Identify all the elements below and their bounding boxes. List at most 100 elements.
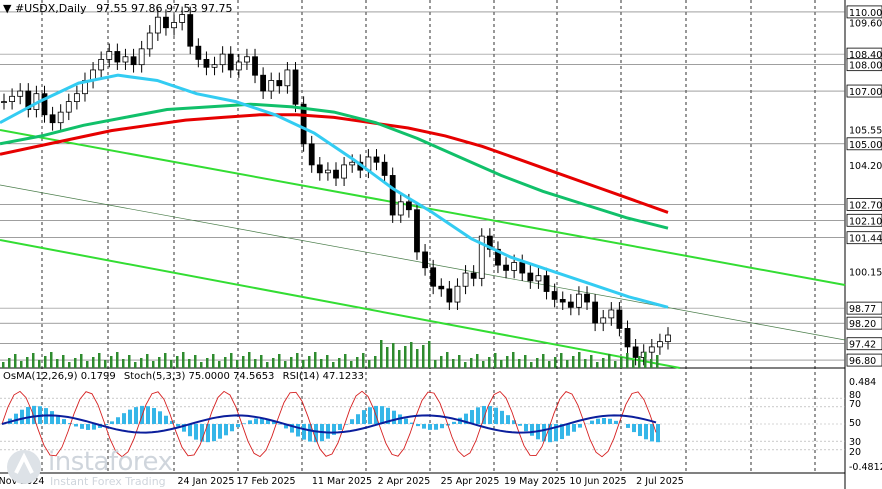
candle-body	[203, 58, 210, 68]
candle-body	[211, 64, 218, 68]
osma-histogram-bar	[164, 415, 168, 424]
candle-body	[632, 346, 639, 358]
volume-bar	[416, 349, 419, 368]
osma-histogram-bar	[158, 411, 162, 424]
candle-body	[276, 80, 283, 87]
candle-body	[130, 56, 137, 66]
volume-bar	[422, 345, 425, 368]
chart-header: ▼ #USDX,Daily 97.55 97.86 97.53 97.75	[3, 2, 233, 15]
osma-histogram-bar	[470, 410, 474, 424]
candle-body	[584, 293, 590, 303]
osma-histogram-bar	[266, 418, 270, 424]
osma-histogram-bar	[350, 419, 354, 424]
volume-bar	[620, 357, 623, 368]
volume-bar	[200, 362, 203, 368]
candle-body	[187, 14, 194, 47]
candle-body	[235, 61, 242, 71]
candle-body	[17, 90, 24, 97]
volume-bar	[224, 357, 227, 368]
candle-body	[1, 101, 7, 103]
indicator-axis-label: -0.4812	[849, 462, 882, 473]
candle-body	[430, 267, 437, 287]
osma-histogram-bar	[104, 424, 108, 426]
price-axis-label: 96.80	[849, 356, 876, 367]
volume-bar	[284, 361, 287, 368]
volume-bar	[26, 357, 29, 368]
osma-label: OsMA(12,26,9) 0.1799	[3, 371, 116, 382]
candle-body	[422, 251, 428, 269]
volume-bar	[266, 362, 269, 368]
volume-bar	[572, 356, 575, 368]
osma-histogram-bar	[110, 421, 114, 424]
osma-histogram-bar	[176, 424, 180, 427]
volume-bar	[578, 352, 581, 368]
volume-bar	[626, 353, 629, 368]
candle-body	[284, 69, 291, 87]
price-axis-label: 102.10	[849, 216, 882, 227]
volume-bar	[308, 356, 311, 368]
osma-histogram-bar	[560, 424, 564, 440]
candle-body	[592, 301, 599, 324]
candle-body	[138, 48, 145, 66]
osma-histogram-bar	[14, 413, 18, 424]
price-axis-label: 104.20	[849, 161, 882, 172]
date-axis-label: 2 Jul 2025	[636, 476, 684, 487]
volume-bar	[8, 358, 11, 368]
price-axis-label: 109.60	[849, 18, 882, 29]
osma-histogram-bar	[212, 424, 216, 442]
candle-body	[57, 111, 64, 124]
osma-histogram-bar	[326, 424, 330, 439]
price-label-box	[846, 213, 882, 227]
rsi-label: RSI(14) 47.1233	[282, 371, 364, 382]
price-axis-label: 107.00	[849, 87, 882, 98]
volume-bar	[464, 362, 467, 368]
price-label-box	[846, 5, 882, 19]
volume-bar	[254, 359, 257, 368]
volume-bar	[392, 343, 395, 368]
osma-histogram-bar	[236, 424, 240, 428]
candle-body	[535, 275, 542, 282]
candle-body	[122, 56, 129, 63]
volume-bar	[122, 359, 125, 368]
osma-histogram-bar	[608, 418, 612, 424]
volume-bar	[212, 354, 215, 368]
candle-body	[665, 334, 671, 343]
osma-histogram-bar	[392, 410, 396, 424]
osma-histogram-bar	[122, 413, 126, 424]
indicator-header: OsMA(12,26,9) 0.1799 Stoch(5,3,3) 75.000…	[3, 371, 369, 382]
candle-body	[308, 143, 315, 166]
volume-bar	[596, 362, 599, 368]
volume-bar	[50, 352, 53, 368]
dropdown-arrow-icon[interactable]: ▼	[3, 2, 12, 15]
volume-bar	[584, 359, 587, 368]
volume-bar	[134, 362, 137, 368]
volume-bar	[380, 340, 383, 368]
candle-body	[600, 317, 607, 324]
candle-body	[325, 169, 331, 174]
volume-bar	[356, 357, 359, 368]
volume-bar	[56, 359, 59, 368]
volume-bar	[206, 358, 209, 368]
ma-cyan-line	[0, 73, 669, 309]
osma-histogram-bar	[644, 424, 648, 440]
osma-histogram-bar	[182, 424, 186, 432]
osma-histogram-bar	[518, 424, 522, 426]
candle-body	[316, 164, 323, 174]
volume-bar	[566, 360, 569, 368]
volume-bar	[398, 350, 401, 368]
osma-histogram-bar	[86, 424, 90, 430]
volume-bar	[128, 355, 131, 368]
volume-bar	[554, 357, 557, 368]
symbol-label: #USDX,Daily	[14, 2, 87, 15]
volume-bar	[338, 358, 341, 368]
osma-histogram-bar	[260, 418, 264, 424]
volume-bar	[548, 361, 551, 368]
volume-bar	[500, 360, 503, 368]
candle-body	[268, 80, 275, 92]
indicator-axis-label: 70	[849, 399, 861, 410]
date-axis-label: 11 Mar 2025	[312, 476, 372, 487]
volume-bar	[152, 361, 155, 368]
candle-body	[179, 14, 186, 23]
